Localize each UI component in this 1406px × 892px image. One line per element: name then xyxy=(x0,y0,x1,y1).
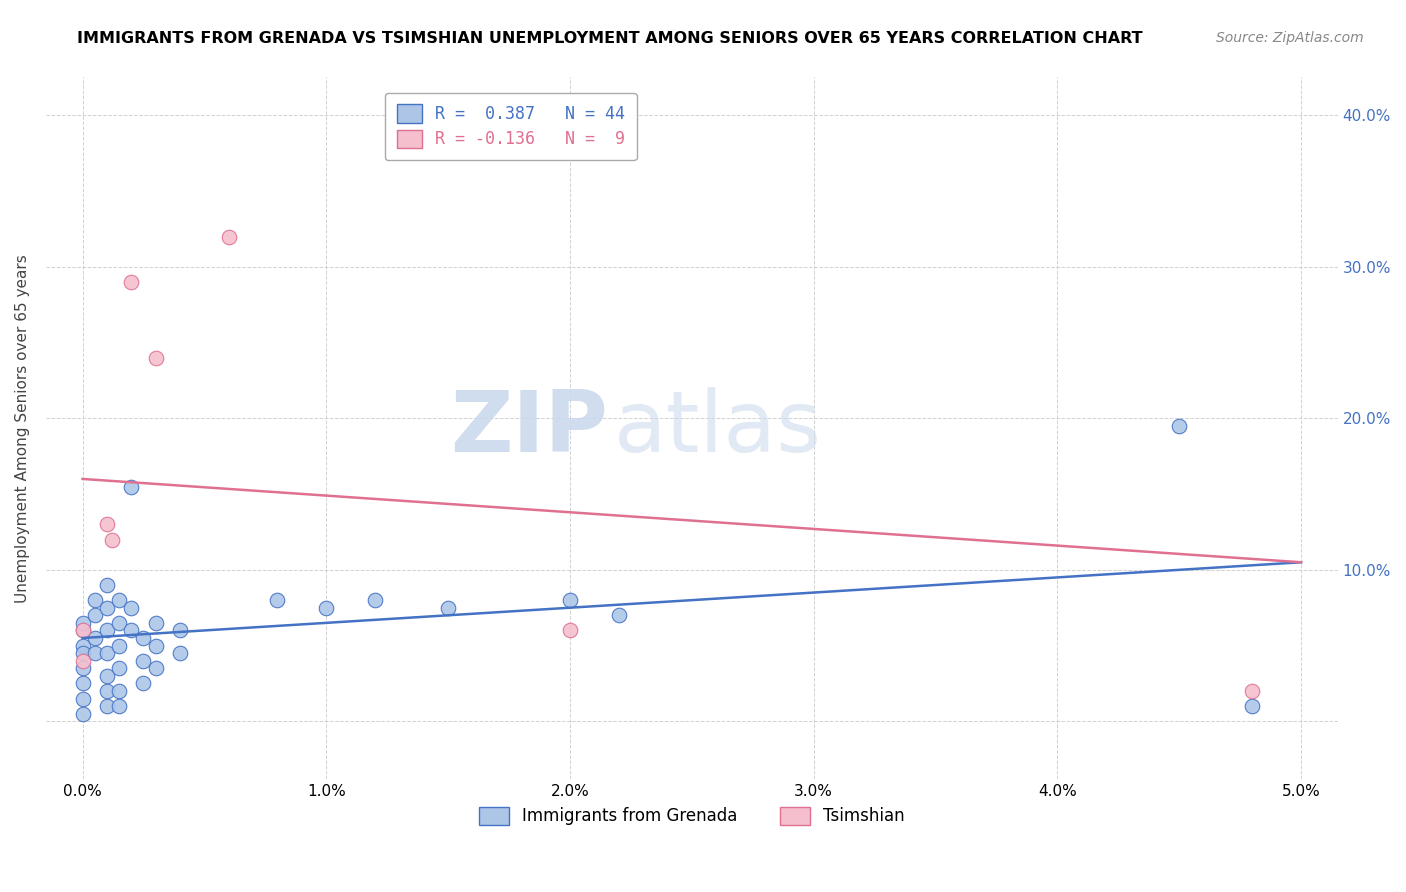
Point xyxy=(108,639,131,653)
Point xyxy=(72,624,94,638)
Point xyxy=(607,608,630,623)
Legend: Immigrants from Grenada, Tsimshian: Immigrants from Grenada, Tsimshian xyxy=(471,798,912,834)
Point xyxy=(72,691,94,706)
Point xyxy=(218,229,240,244)
Text: IMMIGRANTS FROM GRENADA VS TSIMSHIAN UNEMPLOYMENT AMONG SENIORS OVER 65 YEARS CO: IMMIGRANTS FROM GRENADA VS TSIMSHIAN UNE… xyxy=(77,31,1143,46)
Text: Source: ZipAtlas.com: Source: ZipAtlas.com xyxy=(1216,31,1364,45)
Point xyxy=(83,646,105,660)
Point xyxy=(72,661,94,675)
Point xyxy=(145,661,167,675)
Text: atlas: atlas xyxy=(614,386,823,470)
Point xyxy=(169,624,191,638)
Text: ZIP: ZIP xyxy=(450,386,607,470)
Point xyxy=(108,615,131,630)
Point xyxy=(120,479,142,493)
Point xyxy=(145,351,167,365)
Point xyxy=(145,639,167,653)
Point xyxy=(108,593,131,607)
Point xyxy=(132,654,155,668)
Point xyxy=(96,669,118,683)
Point xyxy=(96,517,118,532)
Point xyxy=(96,600,118,615)
Point xyxy=(120,600,142,615)
Point xyxy=(132,631,155,645)
Point xyxy=(96,646,118,660)
Point xyxy=(83,631,105,645)
Point xyxy=(96,684,118,698)
Point xyxy=(132,676,155,690)
Point xyxy=(1241,684,1264,698)
Point xyxy=(1241,699,1264,714)
Point xyxy=(72,676,94,690)
Point xyxy=(72,624,94,638)
Point xyxy=(108,699,131,714)
Point xyxy=(120,275,142,289)
Point xyxy=(145,615,167,630)
Point xyxy=(108,661,131,675)
Point xyxy=(72,639,94,653)
Point xyxy=(72,615,94,630)
Y-axis label: Unemployment Among Seniors over 65 years: Unemployment Among Seniors over 65 years xyxy=(15,254,30,603)
Point xyxy=(120,624,142,638)
Point xyxy=(1168,418,1191,433)
Point xyxy=(83,593,105,607)
Point xyxy=(72,706,94,721)
Point xyxy=(266,593,288,607)
Point xyxy=(83,608,105,623)
Point xyxy=(437,600,460,615)
Point xyxy=(96,578,118,592)
Point xyxy=(169,646,191,660)
Point xyxy=(108,684,131,698)
Point xyxy=(96,699,118,714)
Point xyxy=(100,533,122,547)
Point xyxy=(72,654,94,668)
Point xyxy=(364,593,387,607)
Point xyxy=(96,624,118,638)
Point xyxy=(558,624,581,638)
Point xyxy=(315,600,337,615)
Point xyxy=(558,593,581,607)
Point xyxy=(72,646,94,660)
